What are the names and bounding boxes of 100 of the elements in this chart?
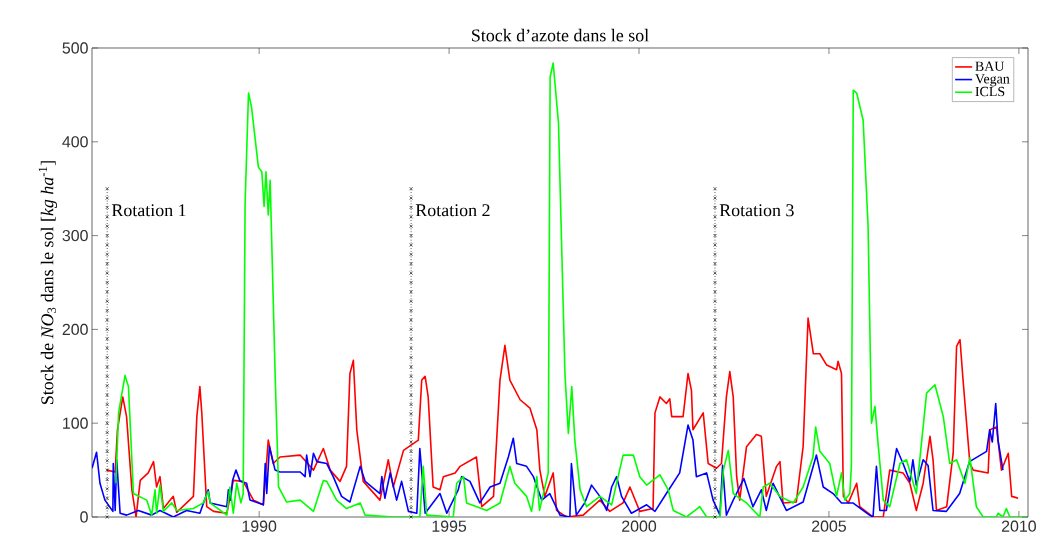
point xyxy=(409,271,413,275)
point xyxy=(409,224,413,229)
x-tick-label: 2005 xyxy=(812,520,846,532)
point xyxy=(713,205,717,210)
point xyxy=(105,327,110,332)
point xyxy=(713,252,717,257)
annotation: Rotation 1 xyxy=(111,204,186,217)
point xyxy=(105,496,110,501)
point xyxy=(105,205,110,210)
point xyxy=(105,477,110,482)
point xyxy=(713,458,717,463)
point xyxy=(105,299,110,304)
y-tick-label: 500 xyxy=(62,42,88,54)
point xyxy=(409,243,413,247)
point xyxy=(409,327,413,332)
point xyxy=(409,374,413,379)
point xyxy=(713,290,717,294)
point xyxy=(105,224,110,229)
point xyxy=(713,271,717,275)
point xyxy=(409,393,413,397)
point xyxy=(713,224,717,229)
point xyxy=(105,336,110,341)
point xyxy=(409,505,413,510)
point xyxy=(105,383,110,388)
point xyxy=(409,383,413,388)
point xyxy=(409,496,413,501)
point xyxy=(713,186,717,191)
point xyxy=(713,383,717,388)
y-axis-title: Stock de NO$_{3}$ dans le sol [kg ha$^{-1}$] xyxy=(38,161,58,404)
point xyxy=(105,458,110,463)
point xyxy=(713,327,717,332)
line-series xyxy=(92,402,1004,517)
point xyxy=(105,252,110,257)
point xyxy=(409,308,413,313)
point xyxy=(409,336,413,341)
point xyxy=(713,355,717,360)
point xyxy=(105,318,110,322)
point xyxy=(105,214,110,219)
point xyxy=(409,252,413,257)
point xyxy=(409,411,413,416)
point xyxy=(105,346,110,351)
point xyxy=(105,430,110,435)
point xyxy=(409,261,413,266)
point xyxy=(409,430,413,435)
point xyxy=(409,449,413,454)
point xyxy=(105,402,110,407)
legend-label: ICLS xyxy=(975,86,1005,97)
point xyxy=(105,243,110,247)
point xyxy=(105,308,110,313)
point xyxy=(105,411,110,416)
point xyxy=(409,355,413,360)
point xyxy=(409,318,413,322)
point xyxy=(105,374,110,379)
point xyxy=(713,280,717,285)
point xyxy=(409,421,413,426)
line-series xyxy=(106,317,1019,517)
legend-label: Vegan xyxy=(975,74,1010,87)
point xyxy=(713,440,717,444)
point xyxy=(713,374,717,379)
point xyxy=(105,196,110,200)
point xyxy=(409,299,413,304)
point xyxy=(713,430,717,435)
point xyxy=(713,487,717,491)
point xyxy=(713,346,717,351)
point xyxy=(409,487,413,491)
point xyxy=(105,355,110,360)
point xyxy=(105,233,110,238)
x-tick-label: 2010 xyxy=(1001,520,1036,532)
point xyxy=(409,346,413,351)
y-tick-label: 0 xyxy=(80,511,88,523)
point xyxy=(409,468,413,472)
point xyxy=(105,515,110,519)
point xyxy=(713,496,717,501)
point xyxy=(409,458,413,463)
point xyxy=(105,261,110,266)
point xyxy=(713,336,717,341)
point xyxy=(713,449,717,454)
point xyxy=(713,505,717,510)
point xyxy=(409,515,413,519)
point xyxy=(409,196,413,200)
point xyxy=(409,290,413,294)
point xyxy=(105,440,110,444)
legend-label: BAU xyxy=(975,61,1005,71)
point xyxy=(409,365,413,369)
point xyxy=(105,186,110,191)
x-tick-label: 1995 xyxy=(432,520,467,532)
point xyxy=(105,421,110,426)
point xyxy=(105,449,110,454)
point xyxy=(409,280,413,285)
point xyxy=(409,477,413,482)
point xyxy=(105,280,110,285)
point xyxy=(713,393,717,397)
point xyxy=(105,290,110,294)
x-tick-label: 1990 xyxy=(242,520,277,532)
point xyxy=(409,440,413,444)
point xyxy=(105,393,110,397)
point xyxy=(105,271,110,275)
y-tick-label: 300 xyxy=(62,229,88,242)
point xyxy=(105,487,110,491)
point xyxy=(713,477,717,482)
